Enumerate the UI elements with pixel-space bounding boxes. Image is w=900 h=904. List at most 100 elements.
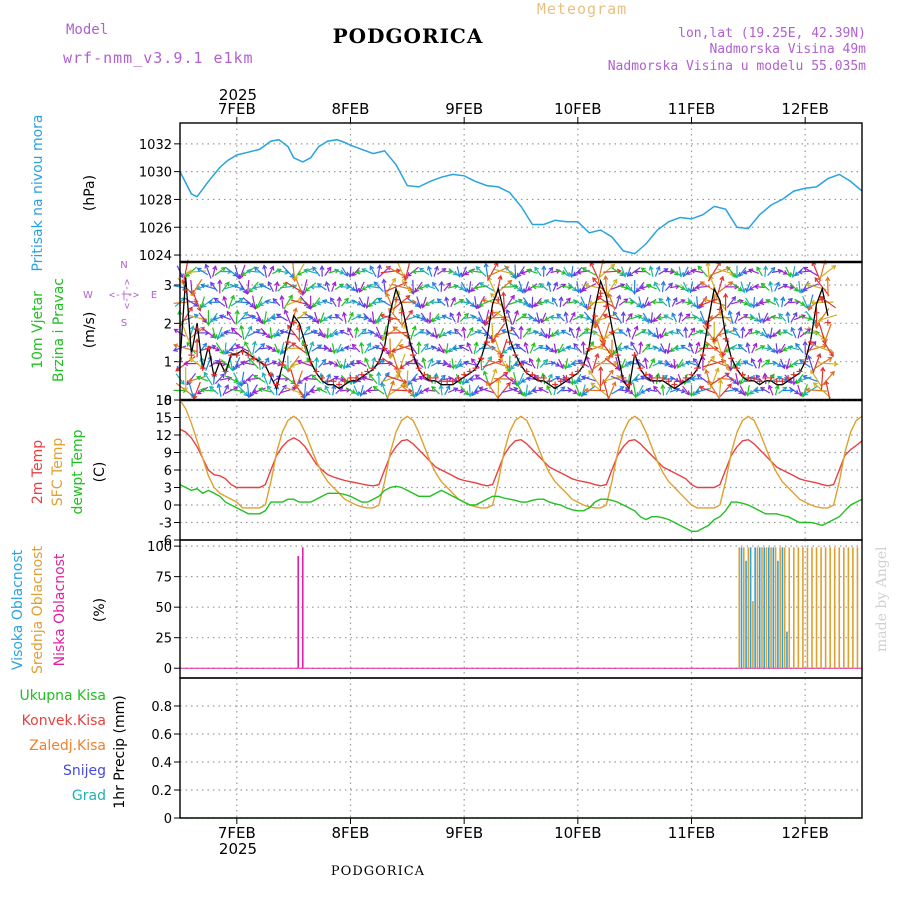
wind-vector [609, 382, 616, 398]
xtick-label-bottom: 7FEB [218, 824, 256, 842]
xtick-label-top: 11FEB [668, 100, 715, 118]
wind-gust-marker [467, 368, 473, 374]
wind-vector [603, 323, 609, 344]
credit-label: made by Angel [874, 546, 890, 652]
temperature-ytick-label: 12 [155, 429, 172, 444]
wind-vector [488, 278, 496, 297]
xtick-label-bottom: 12FEB [781, 824, 828, 842]
temp2m-ylabel: 2m Temp [30, 440, 46, 504]
model-label: Model [66, 22, 108, 38]
pressure-unit: (hPa) [82, 175, 98, 211]
elevation-label: Nadmorska Visina 49m [709, 42, 866, 57]
wind-gust-marker [478, 355, 484, 361]
precip-ytick-label: 0.6 [151, 728, 172, 743]
compass-w: W [83, 290, 93, 301]
wind-gust-marker [285, 339, 291, 345]
precip-legend: Ukupna Kisa Konvek.Kisa Zaledj.Kisa Snij… [19, 688, 106, 804]
compass-n: N [120, 260, 127, 271]
wind-gust-marker [461, 372, 467, 378]
wind-gust-marker [808, 339, 814, 345]
wind-vector [727, 297, 735, 308]
compass-e: E [151, 290, 157, 301]
pressure-ytick-label: 1032 [139, 138, 172, 153]
legend-total-precip: Ukupna Kisa [19, 688, 106, 704]
low-cloud-ylabel: Niska Oblacnost [52, 553, 68, 666]
clouds-ytick-label: 0 [164, 662, 172, 677]
year-bottom: 2025 [219, 840, 257, 858]
wind-vector [413, 280, 414, 294]
wind-gust-marker [365, 368, 371, 374]
legend-snow: Snijeg [63, 763, 106, 779]
xtick-label-top: 9FEB [445, 100, 483, 118]
wind-vector [284, 295, 292, 309]
plots-layer: 102410261028103010320123-6-3036912151802… [0, 0, 862, 842]
wind-ylabel: 10m Vjetar [30, 291, 46, 369]
model-name: wrf-nmm_v3.9.1 e1km [63, 49, 254, 67]
legend-freezing-precip: Zaledj.Kisa [29, 738, 106, 754]
wind-vector [819, 261, 825, 283]
wind-vector [614, 312, 622, 323]
xtick-label-top: 12FEB [781, 100, 828, 118]
pressure-ytick-label: 1026 [139, 221, 172, 236]
xtick-label-bottom: 9FEB [445, 824, 483, 842]
temp-series-0 [180, 429, 862, 487]
wind-vector [488, 263, 498, 281]
precip-ytick-label: 0 [164, 812, 172, 827]
legend-conv-precip: Konvek.Kisa [22, 713, 106, 729]
temperature-ytick-label: -3 [159, 517, 172, 532]
meteogram-label: Meteogram [537, 0, 627, 18]
wind-gust-marker [728, 355, 734, 361]
temperature-ytick-label: 6 [164, 464, 172, 479]
clouds-ytick-label: 75 [155, 571, 172, 586]
page-title: PODGORICA [333, 24, 484, 48]
wind-gust-marker [569, 372, 575, 378]
temp-unit: (C) [92, 462, 108, 483]
temperature-ytick-label: 18 [155, 394, 172, 409]
wind-vector [300, 296, 310, 308]
xtick-label-bottom: 8FEB [332, 824, 370, 842]
wind-gust-marker [632, 352, 638, 358]
wind-vector [380, 373, 389, 385]
wind-vector [509, 356, 510, 372]
pressure-ylabel: Pritisak na nivou mora [30, 114, 46, 271]
xtick-label-bottom: 11FEB [668, 824, 715, 842]
sfc-ylabel: SFC Temp [50, 438, 66, 507]
temperature-ytick-label: 9 [164, 447, 172, 462]
precip-ylabel: 1hr Precip (mm) [112, 695, 128, 808]
xtick-label-top: 7FEB [218, 100, 256, 118]
wind-gust-marker [825, 320, 831, 326]
wind-gust-marker [348, 375, 354, 381]
compass-s: S [121, 318, 127, 329]
wind-unit: (m/s) [82, 312, 98, 349]
wind-vector [296, 279, 303, 296]
wind-vector [239, 281, 247, 293]
precip-ytick-label: 0.8 [151, 700, 172, 715]
wind-vector [192, 279, 202, 294]
wind-gust-marker [330, 378, 336, 384]
wind-vector [370, 374, 378, 383]
wind-gust-marker [410, 352, 416, 358]
temperature-ytick-label: 0 [164, 499, 172, 514]
footer-title: PODGORICA [331, 864, 425, 879]
mid-cloud-ylabel: Srednja Oblacnost [30, 546, 46, 674]
cloud-unit: (%) [92, 598, 108, 622]
wind-ylabel-2: Brzina i Pravac [51, 278, 67, 382]
wind-gust-marker [700, 352, 706, 358]
wind-gust-marker [791, 372, 797, 378]
wind-gust-marker [740, 372, 746, 378]
lonlat-label: lon,lat (19.25E, 42.39N) [678, 26, 866, 41]
temperature-ytick-label: 15 [155, 412, 172, 427]
model-elevation-label: Nadmorska Visina u modelu 55.035m [608, 59, 866, 74]
precip-frame [180, 678, 862, 818]
wind-vector [591, 263, 599, 281]
wind-vector [385, 279, 395, 296]
wind-vector [710, 368, 718, 389]
precip-ytick-label: 0.4 [151, 756, 172, 771]
wind-vector [825, 324, 831, 342]
compass-arrow-v: <-|-> [121, 279, 132, 309]
wind-ytick-label: 1 [164, 356, 172, 371]
dewpt-ylabel: dewpt Temp [70, 429, 86, 514]
wind-vector [501, 339, 507, 358]
wind-vector [398, 354, 405, 373]
